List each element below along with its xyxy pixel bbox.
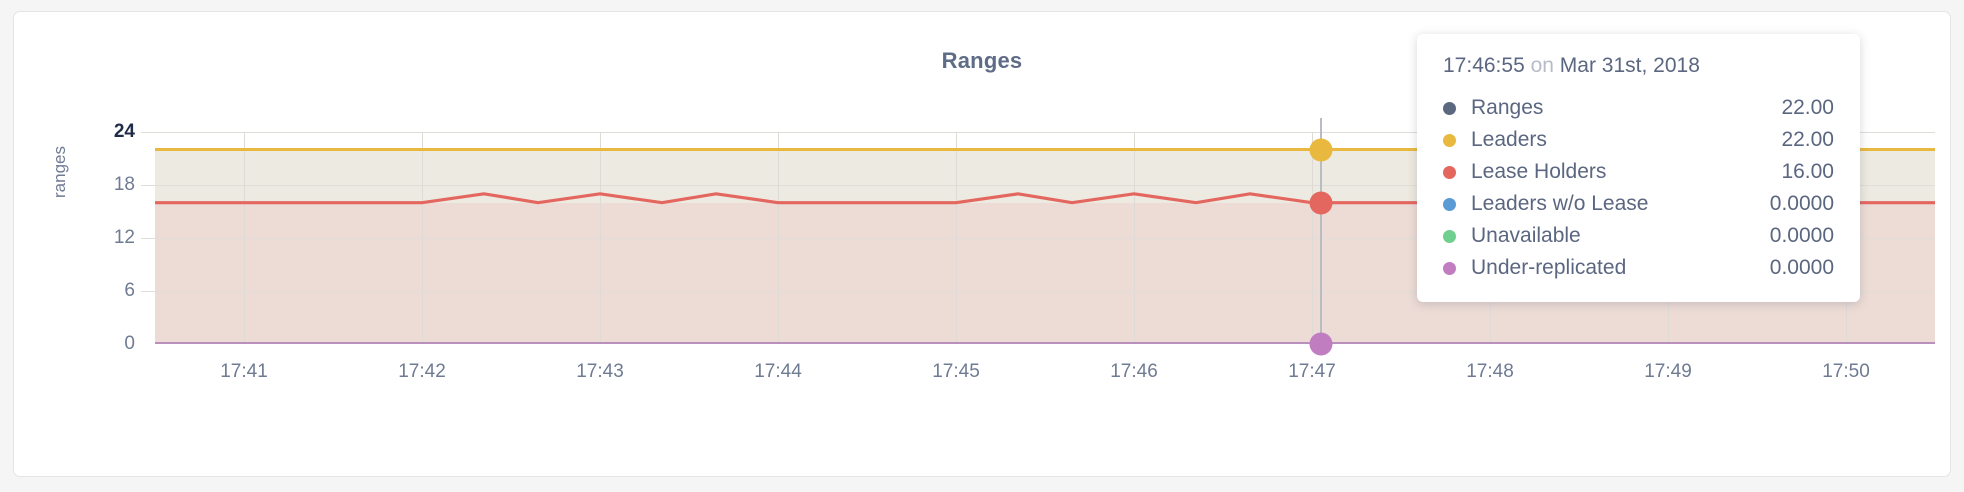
gridline-horizontal <box>155 238 1935 239</box>
x-tick-label: 17:48 <box>1466 361 1514 382</box>
tooltip-series-label: Leaders w/o Lease <box>1471 192 1649 215</box>
tooltip-series-label: Lease Holders <box>1471 160 1607 183</box>
gridline-horizontal <box>155 132 1935 133</box>
chart-card: Ranges ranges 24 18 12 6 0 <box>13 11 1951 477</box>
y-tick-label: 0 <box>124 333 135 354</box>
hover-marker-leaders[interactable] <box>1309 138 1333 162</box>
series-line-lease-holders <box>155 132 1935 344</box>
tooltip-series-label: Leaders <box>1471 128 1547 151</box>
series-color-dot-icon <box>1443 165 1456 179</box>
gridline-horizontal <box>155 185 1935 186</box>
tooltip-series-label: Under-replicated <box>1471 256 1627 279</box>
x-tick-label: 17:41 <box>220 361 268 382</box>
x-tick-label: 17:49 <box>1644 361 1692 382</box>
tooltip-series-value: 0.0000 <box>1769 192 1834 215</box>
x-tick-label: 17:42 <box>398 361 446 382</box>
y-tick-mark <box>141 132 155 133</box>
series-color-dot-icon <box>1443 133 1456 147</box>
y-tick-mark <box>141 291 155 292</box>
x-tick-label: 17:45 <box>932 361 980 382</box>
tooltip-series-value: 16.00 <box>1781 160 1834 183</box>
gridline-vertical <box>956 132 957 344</box>
tooltip-series-value: 22.00 <box>1781 96 1834 119</box>
gridline-vertical <box>1134 132 1135 344</box>
gridline-vertical <box>422 132 423 344</box>
gridline-horizontal <box>155 291 1935 292</box>
y-axis-ticks: 24 18 12 6 0 <box>75 121 135 354</box>
tooltip-rows: Ranges 22.00 Leaders 22.00 Lease Holders 16.0… <box>1443 92 1834 284</box>
x-tick-label: 17:46 <box>1110 361 1158 382</box>
tooltip-row: Lease Holders 16.00 <box>1443 156 1834 188</box>
y-tick-label: 24 <box>113 121 135 142</box>
series-color-dot-icon <box>1443 197 1456 211</box>
gridline-vertical <box>778 132 779 344</box>
series-color-dot-icon <box>1443 261 1456 275</box>
tooltip-series-value: 0.0000 <box>1769 256 1834 279</box>
y-tick-label: 18 <box>113 174 135 195</box>
tooltip-row: Ranges 22.00 <box>1443 92 1834 124</box>
tooltip-header: 17:46:55 on Mar 31st, 2018 <box>1443 54 1834 78</box>
x-tick-label: 17:44 <box>754 361 802 382</box>
axis-baseline <box>155 342 1935 344</box>
tooltip-series-value: 22.00 <box>1781 128 1834 151</box>
page-title: Ranges <box>941 48 1023 73</box>
y-tick-mark <box>141 238 155 239</box>
gridline-vertical <box>244 132 245 344</box>
y-tick-label: 12 <box>113 227 135 248</box>
gridline-vertical <box>600 132 601 344</box>
series-color-dot-icon <box>1443 101 1456 115</box>
tooltip-row: Unavailable 0.0000 <box>1443 220 1834 252</box>
hover-crosshair <box>1319 118 1322 344</box>
tooltip-series-label: Unavailable <box>1471 224 1581 247</box>
tooltip-row: Under-replicated 0.0000 <box>1443 252 1834 284</box>
hover-marker-under-replicated[interactable] <box>1309 332 1333 356</box>
x-tick-label: 17:43 <box>576 361 624 382</box>
x-tick-label: 17:50 <box>1822 361 1870 382</box>
y-tick-mark <box>141 185 155 186</box>
hover-tooltip: 17:46:55 on Mar 31st, 2018 Ranges 22.00 Le… <box>1417 34 1860 302</box>
tooltip-series-value: 0.0000 <box>1769 224 1834 247</box>
hover-marker-lease-holders[interactable] <box>1309 191 1333 215</box>
series-line-leaders <box>155 148 1935 152</box>
tooltip-row: Leaders 22.00 <box>1443 124 1834 156</box>
x-tick-label: 17:47 <box>1288 361 1336 382</box>
gridline-vertical <box>1312 132 1313 344</box>
tooltip-series-label: Ranges <box>1471 96 1544 119</box>
tooltip-date: Mar 31st, 2018 <box>1559 54 1700 77</box>
tooltip-row: Leaders w/o Lease 0.0000 <box>1443 188 1834 220</box>
tooltip-separator: on <box>1530 54 1554 77</box>
y-axis-label: ranges <box>50 146 69 198</box>
tooltip-time: 17:46:55 <box>1443 54 1525 77</box>
series-color-dot-icon <box>1443 229 1456 243</box>
y-tick-label: 6 <box>124 280 135 301</box>
